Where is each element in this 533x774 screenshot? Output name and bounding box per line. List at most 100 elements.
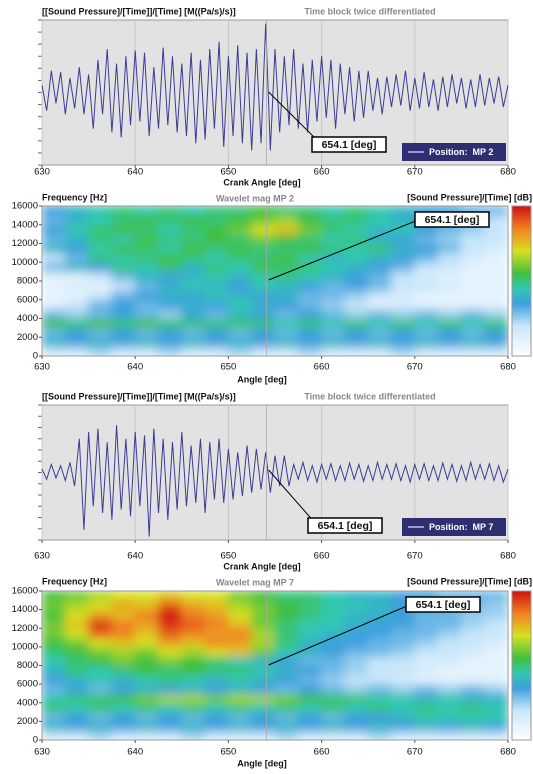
heatmap-cell xyxy=(274,299,299,310)
heatmap-cell xyxy=(274,224,299,235)
heatmap-cell xyxy=(344,627,369,639)
heatmap-cell xyxy=(42,637,66,648)
heatmap-cell xyxy=(414,655,439,666)
chart-title: [[Sound Pressure]/[Time]]/[Time] [M((Pa/… xyxy=(42,6,236,16)
heatmap-cell xyxy=(204,692,229,704)
heatmap-cell xyxy=(367,308,392,319)
heatmap-cell xyxy=(344,730,369,740)
heatmap-cell xyxy=(64,702,90,713)
heatmap-cell xyxy=(251,327,276,338)
y-tick-label: 2000 xyxy=(17,716,38,727)
heatmap-cell xyxy=(484,609,508,620)
heatmap-cell xyxy=(321,271,346,282)
heatmap-cell xyxy=(274,591,299,601)
heatmap-cell xyxy=(437,646,462,657)
heatmap-cell xyxy=(251,289,276,301)
heatmap-cell xyxy=(437,243,462,254)
heatmap-cell xyxy=(134,609,159,620)
heatmap-cell xyxy=(391,318,416,329)
heatmap-cell xyxy=(134,243,159,254)
heatmap-cell xyxy=(484,599,508,611)
heatmap-cell xyxy=(42,224,66,235)
heatmap-cell xyxy=(134,318,159,329)
heatmap-cell xyxy=(391,336,416,348)
heatmap-cell xyxy=(344,655,369,666)
heatmap-cell xyxy=(297,618,323,629)
heatmap-cell xyxy=(111,271,136,282)
heatmap-cell xyxy=(414,609,439,620)
heatmap-cell xyxy=(414,683,439,694)
heatmap-cell xyxy=(321,683,346,694)
heatmap-cell xyxy=(297,224,323,235)
heatmap-cell xyxy=(204,243,229,254)
heatmap-cell xyxy=(227,289,253,301)
heatmap-cell xyxy=(437,692,462,704)
heatmap-cell xyxy=(111,299,136,310)
x-tick-label: 630 xyxy=(34,551,50,562)
heatmap-cell xyxy=(88,327,113,338)
heatmap-cell xyxy=(484,646,508,657)
heatmap-cell xyxy=(64,289,90,301)
heatmap-cell xyxy=(158,252,183,263)
heatmap-cell xyxy=(321,299,346,310)
y-tick-label: 12000 xyxy=(12,623,38,634)
x-tick-label: 670 xyxy=(407,362,423,373)
heatmap-cell xyxy=(42,655,66,666)
heatmap-cell xyxy=(367,214,392,226)
heatmap-cell xyxy=(484,346,508,356)
heatmap-cell xyxy=(297,627,323,639)
x-tick-label: 640 xyxy=(127,747,143,758)
x-tick-label: 670 xyxy=(407,747,423,758)
heatmap-cell xyxy=(321,599,346,611)
heatmap-cell xyxy=(111,720,136,732)
heatmap-cell xyxy=(367,730,392,740)
heatmap-cell xyxy=(367,224,392,235)
heatmap-cell xyxy=(437,252,462,263)
heatmap-cell xyxy=(367,702,392,713)
heatmap-cell xyxy=(321,730,346,740)
heatmap-cell xyxy=(158,243,183,254)
heatmap-cell xyxy=(111,289,136,301)
heatmap-cell xyxy=(227,683,253,694)
x-axis-label: Crank Angle [deg] xyxy=(223,561,300,571)
heatmap-cell xyxy=(344,252,369,263)
heatmap-cell xyxy=(64,243,90,254)
heatmap-cell xyxy=(367,692,392,704)
heatmap-cell xyxy=(111,233,136,244)
heatmap-cell xyxy=(251,252,276,263)
heatmap-cell xyxy=(321,289,346,301)
heatmap-cell xyxy=(134,299,159,310)
heatmap-cell xyxy=(204,702,229,713)
heatmap-cell xyxy=(134,646,159,657)
heatmap-cell xyxy=(460,609,486,620)
signal-line xyxy=(41,23,509,151)
heatmap-cell xyxy=(460,271,486,282)
y-tick-label: 16000 xyxy=(12,201,38,212)
heatmap-cell xyxy=(158,308,183,319)
heatmap-cell xyxy=(391,252,416,263)
heatmap-cell xyxy=(134,702,159,713)
heatmap-cell xyxy=(158,591,183,601)
heatmap-cell xyxy=(251,271,276,282)
x-tick-label: 630 xyxy=(34,362,50,373)
heatmap-cell xyxy=(88,627,113,639)
heatmap-cell xyxy=(64,646,90,657)
heatmap-cell xyxy=(134,655,159,666)
heatmap-cell xyxy=(64,720,90,732)
x-tick-label: 650 xyxy=(220,167,236,178)
heatmap-cell xyxy=(181,233,206,244)
heatmap-cell xyxy=(64,711,90,722)
heatmap-cell xyxy=(42,271,66,282)
heatmap-cell xyxy=(42,289,66,301)
heatmap-cell xyxy=(88,280,113,291)
heatmap-cell xyxy=(204,683,229,694)
heatmap-cell xyxy=(134,591,159,601)
heatmap-cell xyxy=(460,233,486,244)
signal-line xyxy=(41,425,509,537)
heatmap-cells xyxy=(42,591,508,740)
x-tick-label: 650 xyxy=(220,362,236,373)
heatmap-cell xyxy=(274,702,299,713)
heatmap-cell xyxy=(88,318,113,329)
heatmap-cell xyxy=(297,711,323,722)
heatmap-cell xyxy=(181,318,206,329)
